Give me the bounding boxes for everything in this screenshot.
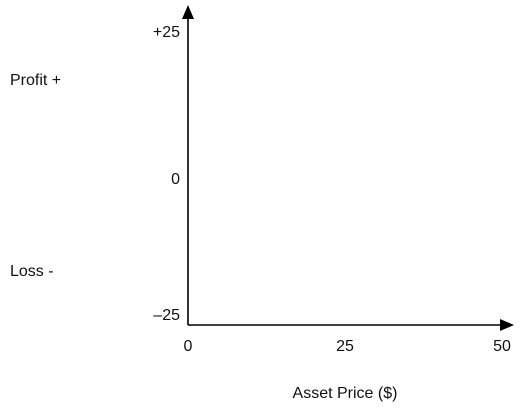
y-tick-label: +25: [153, 24, 180, 41]
x-tick-label: 0: [184, 338, 193, 355]
x-tick-label: 50: [493, 338, 511, 355]
x-tick-label: 25: [336, 338, 354, 355]
x-axis-arrow-icon: [500, 319, 514, 331]
profit-side-label: Profit +: [10, 72, 61, 89]
y-tick-label: –25: [153, 307, 180, 324]
axes: [182, 5, 514, 331]
tick-labels: +250–250 25 50: [153, 24, 511, 355]
y-axis-arrow-icon: [182, 5, 194, 19]
y-tick-label: 0: [171, 171, 180, 188]
loss-side-label: Loss -: [10, 263, 54, 280]
x-axis-title: Asset Price ($): [293, 385, 398, 402]
